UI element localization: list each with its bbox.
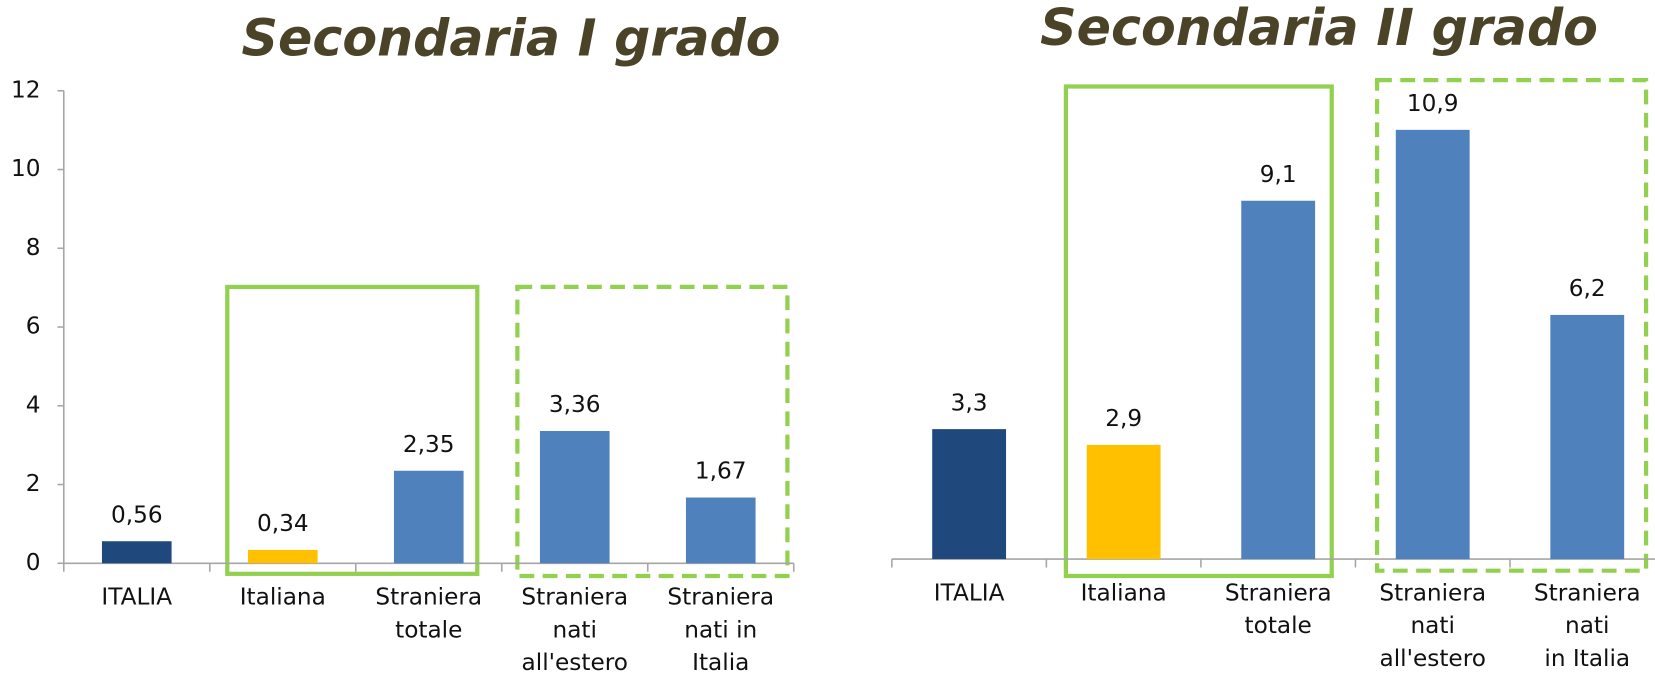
x-tick-label: Straniera bbox=[375, 584, 482, 611]
data-label: 1,67 bbox=[695, 458, 747, 485]
x-tick-label: totale bbox=[1245, 612, 1312, 639]
x-tick-label: all'estero bbox=[522, 649, 628, 673]
y-tick-label: 12 bbox=[11, 76, 41, 103]
chart-title: Secondaria II grado bbox=[1040, 0, 1598, 57]
y-tick-label: 10 bbox=[11, 155, 41, 182]
y-tick-label: 0 bbox=[26, 549, 41, 576]
data-label: 0,34 bbox=[257, 510, 309, 537]
x-tick-label: Straniera bbox=[521, 584, 628, 611]
x-tick-label: Italiana bbox=[1081, 579, 1167, 606]
bar bbox=[1086, 444, 1161, 560]
bar bbox=[101, 541, 172, 564]
x-tick-label: nati bbox=[1410, 612, 1454, 639]
bar bbox=[1550, 314, 1625, 560]
x-tick-label: Straniera bbox=[1379, 579, 1486, 606]
x-tick-label: ITALIA bbox=[934, 579, 1005, 606]
highlight-box bbox=[1063, 84, 1334, 579]
y-tick-label: 8 bbox=[26, 234, 41, 261]
data-label: 3,36 bbox=[549, 391, 601, 418]
highlight-box-dashed bbox=[1374, 78, 1649, 573]
x-tick-label: totale bbox=[395, 616, 462, 643]
bar bbox=[932, 429, 1007, 560]
x-tick-label: ITALIA bbox=[101, 584, 172, 611]
x-tick-label: in Italia bbox=[1544, 645, 1630, 672]
y-tick-label: 2 bbox=[26, 470, 41, 497]
data-label: 0,56 bbox=[111, 501, 163, 528]
x-tick-label: Straniera bbox=[1225, 579, 1332, 606]
bar bbox=[1241, 200, 1316, 560]
data-label: 2,35 bbox=[403, 431, 455, 458]
x-tick-label: Straniera bbox=[1534, 579, 1641, 606]
y-tick-label: 4 bbox=[26, 391, 41, 418]
x-tick-label: nati in bbox=[684, 616, 757, 643]
x-tick-label: Straniera bbox=[667, 584, 774, 611]
x-tick-label: all'estero bbox=[1380, 645, 1486, 672]
highlight-box bbox=[225, 284, 480, 576]
data-label: 6,2 bbox=[1569, 275, 1606, 302]
bar bbox=[539, 430, 610, 564]
bar bbox=[247, 549, 318, 564]
data-label: 10,9 bbox=[1407, 90, 1459, 117]
data-label: 3,3 bbox=[951, 389, 988, 416]
bar bbox=[393, 470, 464, 564]
data-label: 2,9 bbox=[1105, 405, 1142, 432]
chart-title: Secondaria I grado bbox=[242, 9, 781, 68]
bar bbox=[1395, 129, 1470, 560]
data-label: 9,1 bbox=[1260, 161, 1297, 188]
x-tick-label: nati bbox=[553, 616, 597, 643]
x-tick-label: Italia bbox=[692, 649, 749, 673]
bar bbox=[685, 497, 756, 564]
x-tick-label: nati bbox=[1565, 612, 1609, 639]
x-tick-label: Italiana bbox=[240, 584, 326, 611]
y-tick-label: 6 bbox=[26, 313, 41, 340]
